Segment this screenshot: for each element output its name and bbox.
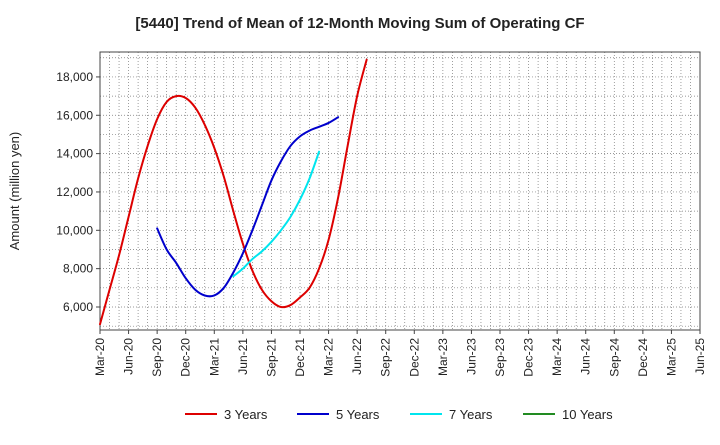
x-tick-label: Jun-23 — [464, 338, 478, 375]
y-tick-label: 12,000 — [56, 185, 93, 199]
x-tick-label: Jun-20 — [122, 338, 136, 375]
y-tick-label: 10,000 — [56, 223, 93, 237]
x-tick-label: Sep-21 — [264, 338, 278, 377]
legend-label-7-years: 7 Years — [449, 407, 493, 422]
chart-title: [5440] Trend of Mean of 12-Month Moving … — [135, 15, 584, 32]
x-tick-label: Sep-20 — [150, 338, 164, 377]
legend-label-3-years: 3 Years — [224, 407, 268, 422]
x-tick-label: Dec-22 — [407, 338, 421, 377]
x-tick-label: Jun-25 — [693, 338, 707, 375]
legend-label-10-years: 10 Years — [562, 407, 613, 422]
x-tick-label: Mar-21 — [207, 338, 221, 376]
plot-frame — [99, 51, 701, 331]
series-line-5-years — [156, 116, 340, 298]
x-tick-label: Jun-22 — [350, 338, 364, 375]
series-line-3-years — [99, 58, 368, 326]
x-tick-label: Dec-20 — [179, 338, 193, 377]
legend-label-5-years: 5 Years — [336, 407, 380, 422]
x-tick-label: Sep-22 — [379, 338, 393, 377]
x-tick-label: Sep-24 — [607, 338, 621, 377]
x-tick-label: Mar-20 — [93, 338, 107, 376]
x-tick-label: Mar-22 — [322, 338, 336, 376]
x-tick-label: Dec-23 — [522, 338, 536, 377]
x-tick-label: Mar-25 — [664, 338, 678, 376]
x-tick-label: Jun-24 — [579, 338, 593, 375]
y-tick-label: 14,000 — [56, 147, 93, 161]
x-tick-label: Mar-24 — [550, 338, 564, 376]
x-tick-label: Sep-23 — [493, 338, 507, 377]
legend: 3 Years 5 Years 7 Years 10 Years — [185, 407, 613, 422]
y-tick-label: 16,000 — [56, 108, 93, 122]
y-tick-label: 8,000 — [63, 262, 93, 276]
x-tick-label: Mar-23 — [436, 338, 450, 376]
grid-layer — [100, 52, 700, 330]
x-tick-label: Dec-24 — [636, 338, 650, 377]
series-line-7-years — [232, 150, 321, 278]
series-layer — [99, 58, 368, 326]
y-axis-label: Amount (million yen) — [7, 132, 22, 251]
x-tick-label: Jun-21 — [236, 338, 250, 375]
axis-layer: 6,000 8,000 10,000 12,000 14,000 16,000 18,000… — [56, 51, 707, 377]
y-tick-label: 18,000 — [56, 70, 93, 84]
y-tick-label: 6,000 — [63, 300, 93, 314]
x-tick-label: Dec-21 — [293, 338, 307, 377]
